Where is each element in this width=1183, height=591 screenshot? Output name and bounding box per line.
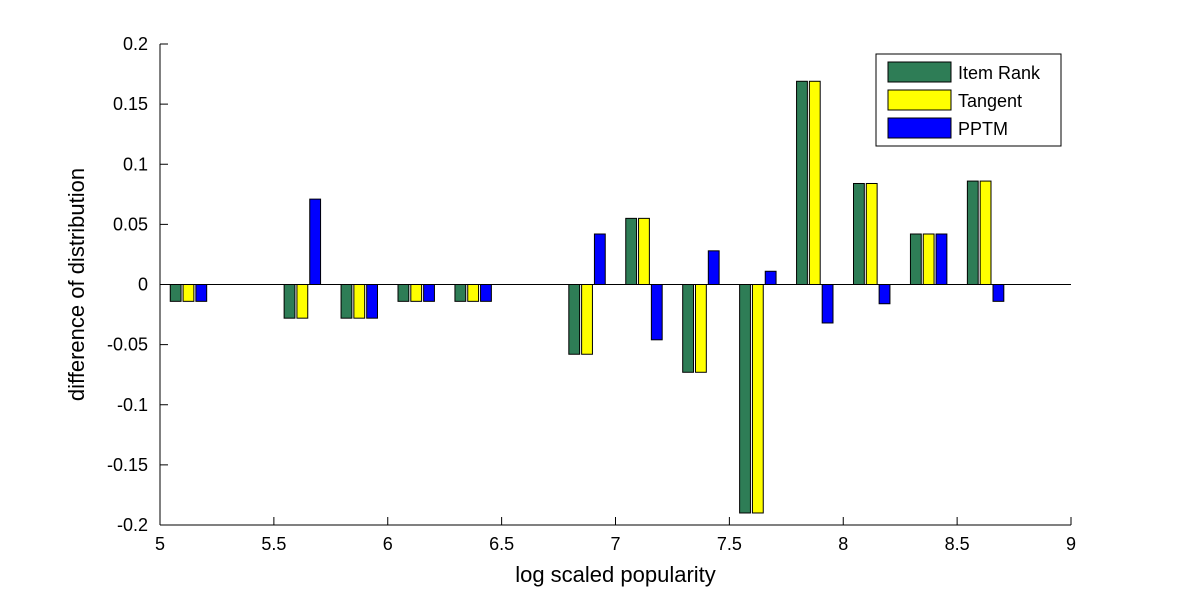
legend-swatch-tangent xyxy=(887,89,952,111)
x-axis-title: log scaled popularity xyxy=(515,562,716,587)
x-tick-label: 7.5 xyxy=(717,534,742,554)
bar-tangent xyxy=(182,284,195,302)
bar-pptm xyxy=(764,270,777,285)
bar-pptm xyxy=(195,284,208,302)
y-tick-label: 0.1 xyxy=(123,154,148,174)
bar-item-rank xyxy=(397,284,410,302)
bar-tangent xyxy=(979,180,992,285)
x-tick-label: 9 xyxy=(1066,534,1076,554)
bar-pptm xyxy=(650,284,663,341)
bar-tangent xyxy=(638,217,650,285)
bar-item-rank xyxy=(169,284,182,302)
bar-tangent xyxy=(865,182,878,286)
axes-layer: 5 5.5 6 6.5 7 7.5 8 8.5 9 -0.2 -0.15 -0.1 -0.05 0 0.05… xyxy=(107,34,1076,554)
y-axis-title: difference of distribution xyxy=(64,168,89,401)
bar-pptm xyxy=(935,233,948,285)
bar-tangent xyxy=(581,284,593,355)
y-tick-label: 0 xyxy=(138,275,148,295)
bar-pptm xyxy=(309,198,322,285)
bar-pptm xyxy=(593,233,606,285)
bar-item-rank xyxy=(966,180,979,285)
y-tick-label: 0.05 xyxy=(113,214,148,234)
bar-tangent xyxy=(296,284,309,319)
legend-swatch-item-rank xyxy=(887,61,952,83)
bar-item-rank xyxy=(568,284,581,355)
bar-item-rank xyxy=(340,284,353,319)
bar-item-rank xyxy=(454,284,467,302)
legend-label: Item Rank xyxy=(958,63,1041,83)
x-tick-label: 8 xyxy=(838,534,848,554)
bar-item-rank xyxy=(796,80,808,285)
bar-pptm xyxy=(821,284,834,324)
bar-tangent xyxy=(410,284,423,302)
x-tick-label: 5 xyxy=(155,534,165,554)
y-tick-label: -0.05 xyxy=(107,335,148,355)
bar-tangent xyxy=(751,284,764,514)
legend-label: PPTM xyxy=(958,119,1008,139)
bar-item-rank xyxy=(853,182,865,286)
bar-item-rank xyxy=(909,233,922,285)
bar-tangent xyxy=(695,284,707,373)
bar-tangent xyxy=(353,284,366,319)
bar-item-rank xyxy=(625,217,638,285)
legend-swatch-pptm xyxy=(887,117,952,139)
bar-pptm xyxy=(992,284,1005,302)
legend: Item Rank Tangent PPTM xyxy=(875,53,1062,147)
x-tick-label: 8.5 xyxy=(945,534,970,554)
bar-tangent xyxy=(808,80,821,285)
x-tick-label: 5.5 xyxy=(261,534,286,554)
y-tick-label: 0.15 xyxy=(113,94,148,114)
bars-layer xyxy=(169,80,1005,514)
y-tick-label: 0.2 xyxy=(123,34,148,54)
bar-pptm xyxy=(878,284,891,305)
bar-item-rank xyxy=(739,284,751,514)
bar-item-rank xyxy=(283,284,296,319)
bar-pptm xyxy=(707,250,720,285)
bar-pptm xyxy=(366,284,378,319)
bar-item-rank xyxy=(682,284,695,373)
y-tick-label: -0.1 xyxy=(117,395,148,415)
y-tick-label: -0.2 xyxy=(117,515,148,535)
legend-label: Tangent xyxy=(958,91,1022,111)
bar-tangent xyxy=(922,233,935,285)
bar-pptm xyxy=(423,284,435,302)
x-tick-label: 6.5 xyxy=(489,534,514,554)
bar-pptm xyxy=(480,284,492,302)
bar-tangent xyxy=(467,284,480,302)
x-tick-label: 7 xyxy=(610,534,620,554)
x-tick-label: 6 xyxy=(383,534,393,554)
y-tick-label: -0.15 xyxy=(107,455,148,475)
